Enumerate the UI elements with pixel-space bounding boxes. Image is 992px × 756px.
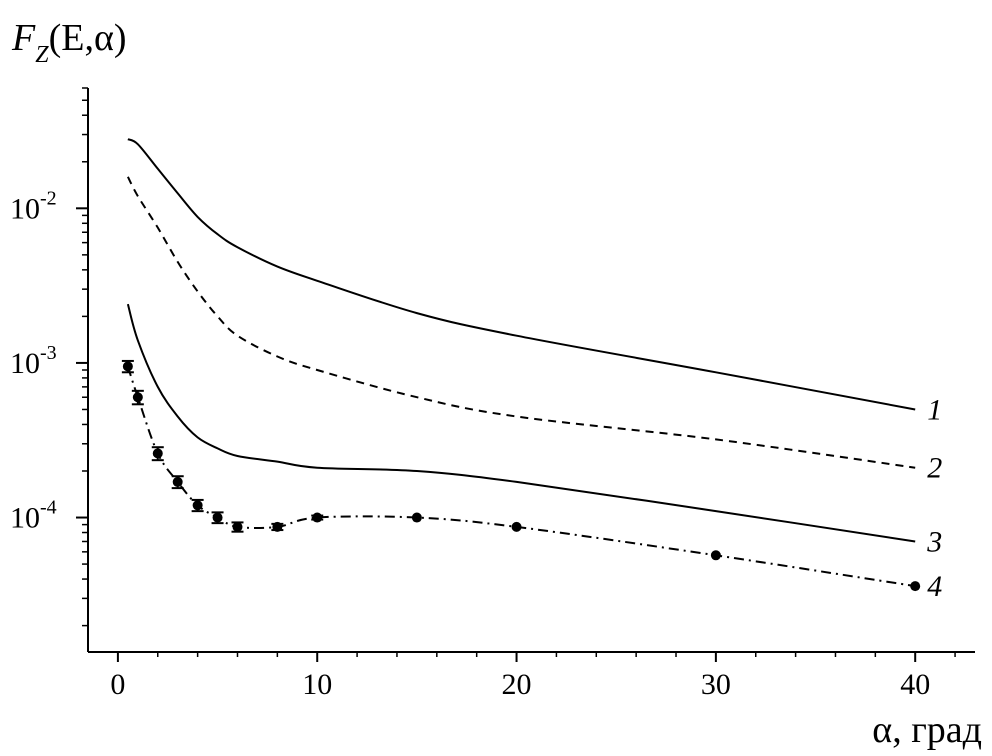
curve-label-4: 4 <box>927 570 942 603</box>
x-tick-label: 0 <box>110 668 125 701</box>
y-tick-base: 10 <box>10 502 40 535</box>
x-tick-label: 20 <box>502 668 532 701</box>
data-point <box>511 521 522 532</box>
y-tick-base: 10 <box>10 347 40 380</box>
data-point <box>411 512 422 523</box>
series-line-2 <box>127 176 916 469</box>
y-axis-label-main: F <box>11 17 36 59</box>
x-axis-label: α, град <box>872 709 982 751</box>
data-point <box>192 500 203 511</box>
y-tick-base: 10 <box>10 192 40 225</box>
data-point <box>910 581 921 592</box>
data-point <box>312 512 323 523</box>
y-axis-label-args: (E,α) <box>49 17 127 59</box>
data-point <box>212 512 223 523</box>
data-point <box>132 392 143 403</box>
x-tick-label: 10 <box>302 668 332 701</box>
data-point <box>122 361 133 372</box>
data-point <box>152 448 163 459</box>
series-line-3 <box>126 303 916 543</box>
curve-label-3: 3 <box>926 525 942 558</box>
series-line-4 <box>126 366 916 588</box>
y-axis-label-sub: Z <box>35 42 49 68</box>
y-tick-label: 10-4 <box>10 497 57 535</box>
y-tick-exp: -4 <box>40 497 57 519</box>
series-line-1 <box>127 138 916 411</box>
data-point <box>710 550 721 561</box>
curve-label-1: 1 <box>927 393 942 426</box>
y-tick-exp: -3 <box>40 342 57 364</box>
y-axis-label: FZ(E,α) <box>11 17 127 68</box>
data-point <box>272 521 283 532</box>
curve-label-2: 2 <box>927 452 942 485</box>
x-tick-label: 40 <box>900 668 930 701</box>
y-tick-label: 10-3 <box>10 342 57 380</box>
axes <box>87 88 975 653</box>
data-point <box>172 476 183 487</box>
y-tick-exp: -2 <box>40 187 57 209</box>
curve-labels: 1 2 3 4 <box>926 393 942 603</box>
x-tick-label: 30 <box>701 668 731 701</box>
data-point <box>232 521 243 532</box>
series-group <box>121 138 921 592</box>
y-tick-label: 10-2 <box>10 187 57 225</box>
